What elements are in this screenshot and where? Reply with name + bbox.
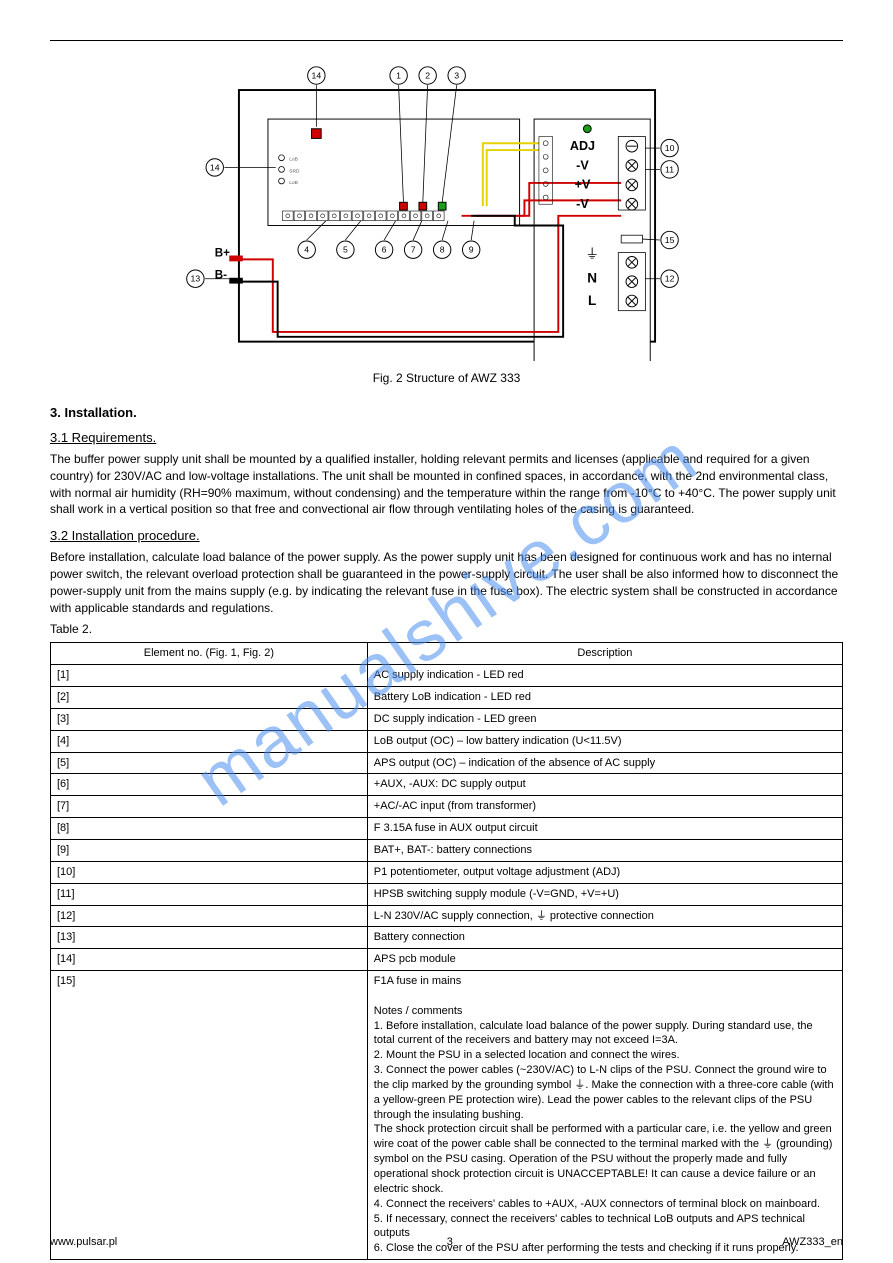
header-rule <box>50 40 843 41</box>
table-cell: DC supply indication - LED green <box>367 708 842 730</box>
table-cell: HPSB switching supply module (-V=GND, +V… <box>367 883 842 905</box>
table-cell: BAT+, BAT-: battery connections <box>367 839 842 861</box>
table-cell: [7] <box>51 796 368 818</box>
svg-text:11: 11 <box>665 164 674 174</box>
svg-text:10: 10 <box>664 143 674 153</box>
svg-text:3: 3 <box>454 70 459 80</box>
table-cell: [8] <box>51 818 368 840</box>
svg-text:15: 15 <box>664 235 674 245</box>
table2-colB-header: Description <box>367 643 842 665</box>
svg-text:+V: +V <box>574 178 590 192</box>
svg-text:N: N <box>587 271 597 286</box>
table-row: [12]L-N 230V/AC supply connection, ⏚ pro… <box>51 905 843 927</box>
table2-colA-header: Element no. (Fig. 1, Fig. 2) <box>51 643 368 665</box>
svg-text:B-: B- <box>214 269 226 282</box>
svg-text:1: 1 <box>396 70 401 80</box>
svg-text:5: 5 <box>342 245 347 255</box>
sub31-body: The buffer power supply unit shall be mo… <box>50 451 843 518</box>
svg-text:6: 6 <box>381 245 386 255</box>
table-row: [1]AC supply indication - LED red <box>51 665 843 687</box>
table-row: [4]LoB output (OC) – low battery indicat… <box>51 730 843 752</box>
table-row: [6]+AUX, -AUX: DC supply output <box>51 774 843 796</box>
table-row: [10]P1 potentiometer, output voltage adj… <box>51 861 843 883</box>
svg-text:ADJ: ADJ <box>569 139 594 153</box>
table-row: [13]Battery connection <box>51 927 843 949</box>
table-row: [7]+AC/-AC input (from transformer) <box>51 796 843 818</box>
table2-title: Table 2. <box>50 622 843 636</box>
svg-text:SRD: SRD <box>289 168 300 174</box>
table-cell: [6] <box>51 774 368 796</box>
structure-diagram: LoBSRDLoBADJ-V+V-V⏚NLB+B-123456789101112… <box>167 61 727 361</box>
svg-text:13: 13 <box>190 274 200 284</box>
table-cell: [11] <box>51 883 368 905</box>
table-cell: [3] <box>51 708 368 730</box>
table-row: [5]APS output (OC) – indication of the a… <box>51 752 843 774</box>
table-cell: [5] <box>51 752 368 774</box>
svg-text:-V: -V <box>576 197 589 211</box>
table-cell: [9] <box>51 839 368 861</box>
sub31-title: 3.1 Requirements. <box>50 430 843 445</box>
table-cell: LoB output (OC) – low battery indication… <box>367 730 842 752</box>
sub32-body: Before installation, calculate load bala… <box>50 549 843 616</box>
table-cell: [2] <box>51 687 368 709</box>
table-cell: [13] <box>51 927 368 949</box>
table-row: [14]APS pcb module <box>51 949 843 971</box>
svg-text:B+: B+ <box>214 246 229 259</box>
table-cell: P1 potentiometer, output voltage adjustm… <box>367 861 842 883</box>
svg-text:9: 9 <box>468 245 473 255</box>
table-row: [8]F 3.15A fuse in AUX output circuit <box>51 818 843 840</box>
section3-title: 3. Installation. <box>50 405 843 420</box>
svg-text:4: 4 <box>304 245 309 255</box>
table-cell: F 3.15A fuse in AUX output circuit <box>367 818 842 840</box>
svg-text:14: 14 <box>209 162 219 172</box>
table-row: [9]BAT+, BAT-: battery connections <box>51 839 843 861</box>
table-cell: AC supply indication - LED red <box>367 665 842 687</box>
table-row: [15]F1A fuse in mains Notes / comments 1… <box>51 971 843 1260</box>
svg-text:8: 8 <box>439 245 444 255</box>
table-cell: [14] <box>51 949 368 971</box>
table-cell: [1] <box>51 665 368 687</box>
svg-text:12: 12 <box>664 274 674 284</box>
footer-right: AWZ333_en <box>782 1236 843 1248</box>
table-cell: APS pcb module <box>367 949 842 971</box>
table-cell: F1A fuse in mains Notes / comments 1. Be… <box>367 971 842 1260</box>
svg-text:14: 14 <box>311 70 321 80</box>
table-cell: Battery connection <box>367 927 842 949</box>
table-cell: +AC/-AC input (from transformer) <box>367 796 842 818</box>
page-number: 3 <box>447 1236 453 1248</box>
svg-text:⏚: ⏚ <box>585 246 599 261</box>
sub32-title: 3.2 Installation procedure. <box>50 528 843 543</box>
table-cell: [15] <box>51 971 368 1260</box>
svg-text:LoB: LoB <box>289 180 298 186</box>
table-row: [11]HPSB switching supply module (-V=GND… <box>51 883 843 905</box>
table-cell: [4] <box>51 730 368 752</box>
table-cell: APS output (OC) – indication of the abse… <box>367 752 842 774</box>
footer: www.pulsar.pl 3 AWZ333_en <box>50 1236 843 1248</box>
footer-left: www.pulsar.pl <box>50 1236 117 1248</box>
svg-text:-V: -V <box>576 158 589 172</box>
svg-text:L: L <box>588 293 596 308</box>
table-cell: [12] <box>51 905 368 927</box>
svg-text:2: 2 <box>425 70 430 80</box>
table-row: [3]DC supply indication - LED green <box>51 708 843 730</box>
svg-text:LoB: LoB <box>289 157 298 163</box>
table-cell: +AUX, -AUX: DC supply output <box>367 774 842 796</box>
diagram-area: LoBSRDLoBADJ-V+V-V⏚NLB+B-123456789101112… <box>50 61 843 361</box>
table-cell: L-N 230V/AC supply connection, ⏚ protect… <box>367 905 842 927</box>
svg-text:7: 7 <box>410 245 415 255</box>
table-row: [2]Battery LoB indication - LED red <box>51 687 843 709</box>
table-cell: [10] <box>51 861 368 883</box>
table-cell: Battery LoB indication - LED red <box>367 687 842 709</box>
figure-caption: Fig. 2 Structure of AWZ 333 <box>50 371 843 385</box>
table2: Element no. (Fig. 1, Fig. 2) Description… <box>50 642 843 1260</box>
